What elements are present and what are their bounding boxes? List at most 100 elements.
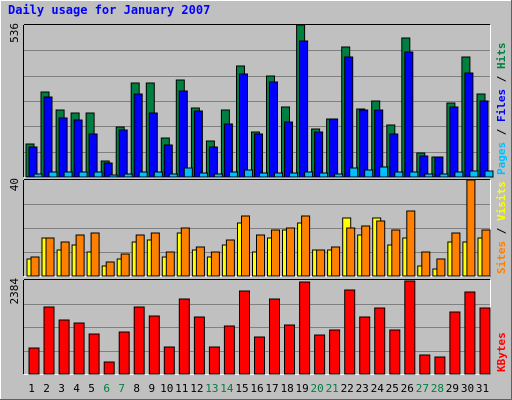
bar-kbytes-day-8	[133, 306, 145, 375]
legend-middle: Sites / Visits	[495, 181, 508, 274]
bar-sites-day-2	[45, 237, 55, 277]
x-tick-label-day-20: 20	[310, 382, 323, 395]
bar-kbytes-day-12	[193, 316, 205, 375]
bar-files-day-31	[479, 100, 489, 178]
bar-kbytes-day-30	[464, 291, 476, 375]
bar-kbytes-day-4	[73, 322, 85, 375]
bar-sites-day-11	[180, 227, 190, 277]
bar-pages-day-2	[48, 171, 58, 178]
bar-kbytes-day-13	[208, 346, 220, 375]
bar-kbytes-day-25	[389, 329, 401, 375]
bar-files-day-26	[404, 51, 414, 178]
kbytes-panel: 2384 KBytes	[8, 278, 508, 375]
bar-sites-day-18	[286, 227, 295, 277]
x-tick-label-day-30: 30	[461, 382, 474, 395]
bar-pages-day-18	[289, 172, 298, 178]
bar-sites-day-29	[451, 232, 461, 277]
x-tick-label-day-22: 22	[341, 382, 354, 395]
bar-kbytes-day-17	[269, 298, 280, 375]
bar-sites-day-27	[421, 251, 431, 277]
legend-top: Pages / Files / Hits	[495, 43, 508, 176]
bar-pages-day-11	[183, 167, 193, 178]
chart-title: Daily usage for January 2007	[8, 3, 210, 17]
bar-sites-day-17	[271, 229, 280, 277]
x-tick-label-day-9: 9	[148, 382, 155, 395]
bar-pages-day-1	[33, 173, 43, 178]
x-tick-label-day-2: 2	[43, 382, 50, 395]
bar-sites-day-23	[361, 225, 371, 277]
bar-sites-day-26	[406, 210, 416, 277]
bar-files-day-3	[58, 117, 68, 178]
x-tick-label-day-10: 10	[160, 382, 173, 395]
bar-pages-day-3	[63, 171, 73, 178]
bar-files-day-13	[208, 146, 218, 178]
x-tick-label-day-19: 19	[295, 382, 308, 395]
x-tick-label-day-1: 1	[28, 382, 35, 395]
bar-pages-day-9	[153, 171, 163, 178]
bar-pages-day-26	[409, 171, 419, 178]
x-tick-label-day-3: 3	[58, 382, 65, 395]
bar-sites-day-10	[165, 251, 175, 277]
x-tick-label-day-7: 7	[118, 382, 125, 395]
bar-sites-day-31	[481, 229, 491, 277]
legend-entry: Pages	[495, 142, 508, 175]
bar-files-day-6	[103, 162, 113, 178]
bar-files-day-17	[269, 81, 278, 178]
bar-pages-day-21	[334, 173, 344, 178]
bar-kbytes-day-3	[58, 319, 70, 375]
bar-kbytes-day-18	[284, 324, 295, 375]
bar-files-day-18	[284, 121, 293, 178]
bar-kbytes-day-14	[223, 325, 235, 375]
bar-files-day-5	[88, 133, 98, 178]
legend-entry: KBytes	[495, 332, 508, 372]
bar-sites-day-1	[30, 256, 40, 277]
bar-pages-day-19	[304, 171, 314, 178]
bar-sites-day-8	[135, 234, 145, 277]
x-tick-label-day-28: 28	[431, 382, 444, 395]
bar-pages-day-29	[454, 171, 464, 178]
bar-pages-day-6	[108, 174, 118, 178]
x-tick-label-day-21: 21	[326, 382, 339, 395]
legend-entry: Hits	[495, 43, 508, 70]
bar-files-day-24	[374, 109, 384, 178]
bar-kbytes-day-26	[404, 280, 416, 375]
x-tick-label-day-11: 11	[175, 382, 188, 395]
bar-kbytes-day-2	[43, 306, 55, 375]
x-tick-label-day-24: 24	[371, 382, 385, 395]
bar-kbytes-day-11	[178, 298, 190, 375]
x-tick-label-day-5: 5	[88, 382, 95, 395]
bar-pages-day-24	[379, 166, 389, 178]
bar-kbytes-day-31	[479, 307, 491, 375]
bar-pages-day-12	[198, 172, 208, 178]
bar-kbytes-day-23	[359, 316, 371, 375]
legend-entry: Visits	[495, 181, 508, 221]
day-axis: 1 2 3 4 5 6 7 8 9 10 11 12 13 14 15 16 17 18 19 20 21 22 23 24 2…	[28, 382, 489, 395]
bar-sites-day-19	[301, 215, 311, 277]
bar-files-day-25	[389, 133, 399, 178]
x-tick-label-day-13: 13	[205, 382, 218, 395]
bar-kbytes-day-24	[374, 307, 386, 375]
bar-files-day-28	[434, 156, 444, 178]
bar-sites-day-3	[60, 241, 70, 277]
x-tick-label-day-14: 14	[220, 382, 234, 395]
bar-sites-day-9	[150, 232, 160, 277]
bar-files-day-12	[193, 110, 203, 178]
bar-files-day-2	[43, 96, 53, 178]
bar-kbytes-day-16	[254, 336, 265, 375]
bar-files-day-27	[419, 155, 429, 178]
bar-pages-day-31	[484, 170, 494, 178]
bar-sites-day-5	[90, 232, 100, 277]
bar-sites-day-22	[346, 227, 356, 277]
x-tick-label-day-31: 31	[476, 382, 489, 395]
bar-kbytes-day-20	[314, 334, 326, 375]
bar-pages-day-16	[259, 172, 268, 178]
bar-files-day-7	[118, 129, 128, 178]
x-tick-label-day-17: 17	[265, 382, 278, 395]
x-tick-label-day-4: 4	[73, 382, 80, 395]
bar-sites-day-4	[75, 234, 85, 277]
bar-files-day-8	[133, 93, 143, 178]
bar-files-day-4	[73, 119, 83, 178]
bar-files-day-11	[178, 90, 188, 178]
bar-kbytes-day-19	[299, 281, 311, 375]
bar-sites-day-6	[105, 261, 115, 277]
